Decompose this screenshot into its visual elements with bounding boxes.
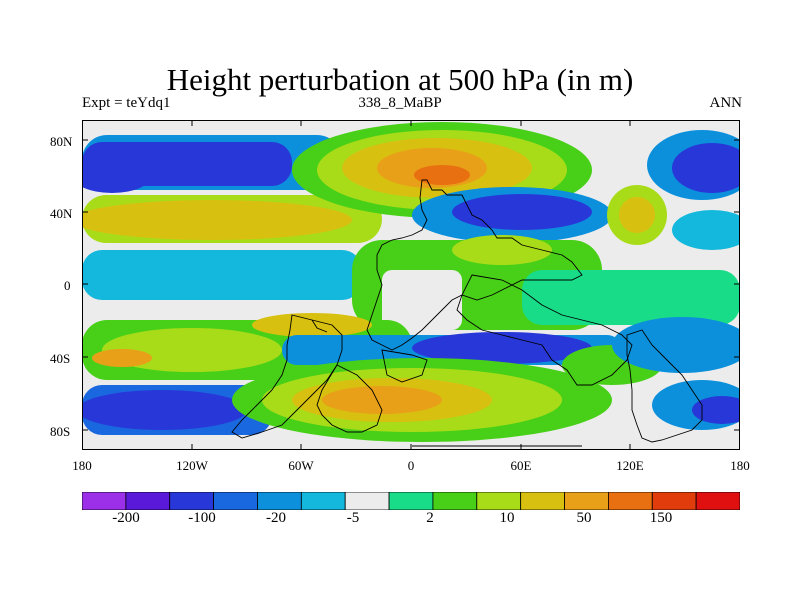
lat-label-40n: 40N: [50, 206, 73, 221]
colorbar-swatch: [213, 492, 258, 510]
lon-label-0: 0: [407, 458, 415, 473]
axis-ticks: [82, 120, 740, 450]
colorbar-swatch: [651, 492, 697, 510]
lon-label-180w: 180: [72, 458, 92, 473]
colorbar-label: 2: [426, 510, 434, 526]
colorbar-swatch: [695, 492, 740, 510]
colorbar-label: -20: [266, 510, 286, 526]
colorbar-swatch: [169, 492, 215, 510]
colorbar-swatch: [388, 492, 434, 510]
colorbar-label: -100: [188, 510, 216, 526]
colorbar-swatch: [300, 492, 346, 510]
colorbar-swatch: [476, 492, 522, 510]
lon-label-120e: 120E: [616, 458, 644, 473]
colorbar-label: 50: [576, 510, 592, 526]
colorbar-label: -5: [346, 510, 360, 526]
lat-label-80s: 80S: [50, 424, 71, 439]
colorbar-swatch: [520, 492, 565, 510]
lon-label-60e: 60E: [510, 458, 532, 473]
colorbar-swatch: [125, 492, 171, 510]
colorbar: [82, 492, 740, 510]
colorbar-swatch: [257, 492, 302, 510]
season-label: ANN: [709, 95, 743, 111]
colorbar-label: 10: [499, 510, 515, 526]
lon-label-180e: 180: [730, 458, 750, 473]
colorbar-swatch: [82, 492, 127, 510]
plot-title: Height perturbation at 500 hPa (in m): [166, 62, 634, 97]
lat-label-80n: 80N: [50, 134, 73, 149]
lat-label-eq: 0: [64, 278, 71, 293]
experiment-label: Expt = teYdq1: [82, 95, 171, 111]
period-label: 338_8_MaBP: [358, 95, 442, 111]
colorbar-label: 150: [649, 510, 673, 526]
coastlines: [231, 179, 703, 447]
lon-label-60w: 60W: [288, 458, 314, 473]
contour-map: [82, 120, 740, 450]
colorbar-swatch: [564, 492, 609, 510]
contour-fields: [82, 122, 740, 442]
lat-label-40s: 40S: [50, 351, 71, 366]
colorbar-swatch: [608, 492, 653, 510]
colorbar-swatch: [432, 492, 478, 510]
colorbar-label: -200: [112, 510, 140, 526]
lon-label-120w: 120W: [176, 458, 208, 473]
colorbar-swatch: [344, 492, 390, 510]
